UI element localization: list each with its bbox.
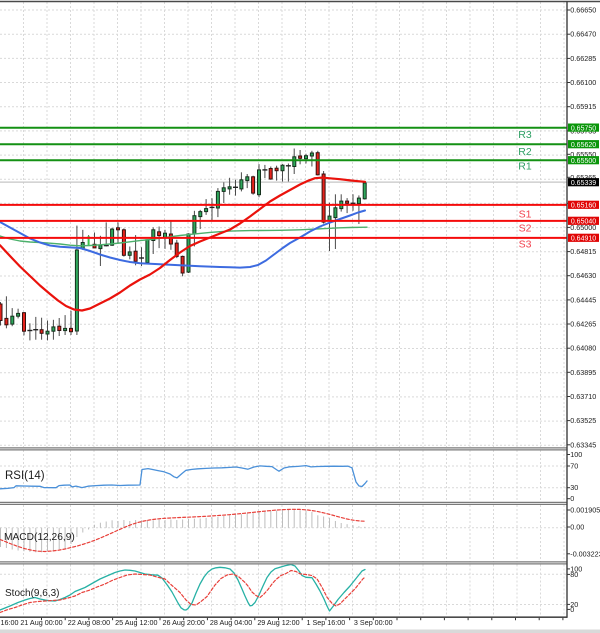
svg-text:0.65000: 0.65000 [570,223,596,232]
svg-text:R2: R2 [518,146,532,158]
svg-text:26 Aug 20:00: 26 Aug 20:00 [163,618,205,627]
svg-text:S3: S3 [519,238,532,250]
svg-text:0.65915: 0.65915 [570,102,596,111]
svg-text:22 Aug 08:00: 22 Aug 08:00 [68,618,110,627]
svg-text:Stoch(9,6,3): Stoch(9,6,3) [5,588,59,599]
svg-text:28 Aug 04:00: 28 Aug 04:00 [210,618,252,627]
svg-text:100: 100 [570,564,582,573]
svg-text:0.65550: 0.65550 [570,150,596,159]
svg-text:30: 30 [570,483,578,492]
svg-text:R3: R3 [518,129,532,141]
svg-text:0.63345: 0.63345 [570,440,596,449]
svg-text:0.65500: 0.65500 [571,158,596,165]
svg-text:-0.003223: -0.003223 [570,549,600,558]
svg-text:R1: R1 [518,160,532,172]
svg-text:0.64445: 0.64445 [570,295,596,304]
svg-text:0.65750: 0.65750 [571,125,596,132]
svg-text:25 Aug 12:00: 25 Aug 12:00 [115,618,157,627]
svg-text:S2: S2 [519,223,532,235]
svg-text:29 Aug 12:00: 29 Aug 12:00 [257,618,299,627]
svg-text:0.66470: 0.66470 [570,30,596,39]
svg-text:0.64080: 0.64080 [570,344,596,353]
svg-text:21 Aug 00:00: 21 Aug 00:00 [20,618,62,627]
svg-text:1 Sep 16:00: 1 Sep 16:00 [307,618,346,627]
svg-text:100: 100 [570,450,582,459]
svg-text:0.64265: 0.64265 [570,320,596,329]
svg-text:0.63895: 0.63895 [570,368,596,377]
svg-text:0.65365: 0.65365 [570,173,596,182]
svg-text:16:00: 16:00 [1,618,19,627]
svg-text:S1: S1 [519,209,532,221]
svg-text:0.66650: 0.66650 [570,6,596,15]
svg-text:0.64630: 0.64630 [570,271,596,280]
svg-text:0.66285: 0.66285 [570,54,596,63]
svg-text:70: 70 [570,462,578,471]
svg-text:0.66100: 0.66100 [570,78,596,87]
svg-text:3 Sep 00:00: 3 Sep 00:00 [354,618,393,627]
svg-text:0.64815: 0.64815 [570,247,596,256]
svg-text:0.65620: 0.65620 [571,142,596,149]
svg-text:80: 80 [570,570,578,579]
svg-text:0: 0 [570,494,574,503]
svg-text:0.65339: 0.65339 [571,180,596,187]
svg-text:0.63710: 0.63710 [570,392,596,401]
svg-text:MACD(12,26,9): MACD(12,26,9) [4,532,75,543]
svg-text:0.001905: 0.001905 [570,506,600,515]
svg-text:RSI(14): RSI(14) [5,470,45,482]
svg-text:0.00: 0.00 [570,523,584,532]
svg-text:0.64910: 0.64910 [571,236,596,243]
svg-text:0.63525: 0.63525 [570,416,596,425]
svg-text:0.65160: 0.65160 [571,203,596,210]
svg-text:20: 20 [570,600,578,609]
svg-text:0: 0 [570,605,574,614]
svg-text:0.65040: 0.65040 [571,219,596,226]
